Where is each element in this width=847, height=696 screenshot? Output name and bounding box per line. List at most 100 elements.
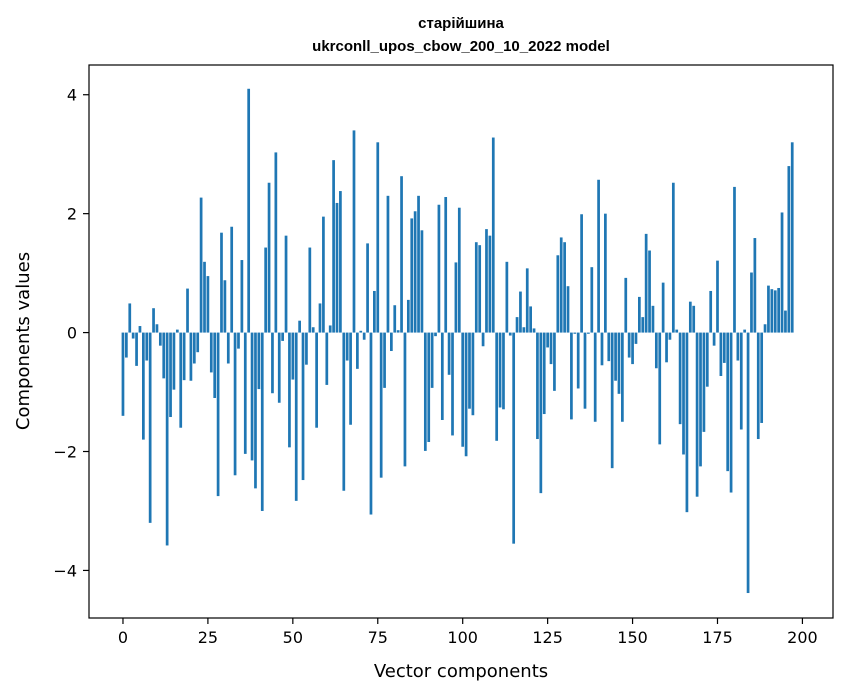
bar-176 (719, 332, 723, 376)
bar-190 (767, 285, 770, 333)
bar-123 (539, 332, 543, 494)
bar-96 (447, 332, 451, 375)
bar-69 (356, 332, 359, 369)
bar-55 (308, 247, 312, 333)
bar-160 (665, 332, 668, 363)
bar-13 (165, 332, 169, 546)
bar-111 (498, 332, 502, 408)
bar-71 (362, 332, 366, 340)
bar-116 (515, 317, 519, 333)
x-axis-label: Vector components (374, 661, 548, 682)
bar-170 (699, 332, 702, 467)
bar-133 (573, 332, 577, 334)
bar-194 (780, 212, 784, 333)
bar-145 (614, 332, 617, 381)
bar-79 (390, 332, 393, 352)
bar-56 (311, 327, 315, 333)
bar-121 (532, 328, 536, 333)
bar-28 (216, 332, 220, 497)
bar-14 (169, 332, 172, 418)
bar-49 (288, 332, 291, 448)
bar-120 (529, 306, 532, 333)
x-tick-label-175: 175 (702, 628, 733, 647)
bar-17 (179, 332, 183, 428)
bar-100 (461, 332, 465, 447)
bar-114 (508, 332, 512, 336)
bar-113 (505, 261, 509, 333)
bar-192 (773, 290, 777, 333)
bar-126 (549, 332, 553, 365)
bar-153 (641, 317, 645, 333)
bar-108 (488, 235, 492, 333)
bar-172 (705, 332, 709, 387)
bar-18 (182, 332, 186, 381)
bar-91 (430, 332, 434, 388)
bar-84 (406, 299, 410, 333)
bar-59 (322, 216, 325, 333)
bar-124 (542, 332, 546, 415)
bar-142 (604, 213, 607, 333)
bar-157 (654, 332, 658, 369)
bar-94 (440, 332, 444, 420)
bar-151 (634, 332, 638, 344)
bar-164 (678, 332, 682, 425)
bar-138 (590, 267, 594, 333)
bar-0 (121, 332, 125, 416)
bar-47 (281, 332, 284, 341)
bar-32 (230, 226, 234, 333)
bar-166 (685, 332, 689, 513)
x-tick-label-200: 200 (787, 628, 818, 647)
bar-87 (417, 195, 420, 333)
bar-131 (566, 286, 570, 333)
bar-74 (373, 290, 376, 333)
y-tick-label--2: −2 (53, 443, 77, 462)
x-tick-label-75: 75 (368, 628, 388, 647)
bar-75 (376, 142, 380, 333)
bar-31 (226, 332, 230, 364)
bar-155 (648, 250, 651, 333)
bar-61 (328, 325, 332, 333)
bar-9 (152, 308, 155, 333)
bar-65 (342, 332, 346, 491)
bar-57 (315, 332, 318, 428)
bar-112 (502, 332, 505, 410)
y-tick-label-0: 0 (67, 324, 77, 343)
bar-104 (474, 242, 478, 333)
bar-136 (583, 332, 587, 409)
bar-51 (294, 332, 298, 501)
bar-81 (396, 330, 400, 333)
bar-106 (481, 332, 485, 347)
bar-26 (209, 332, 213, 373)
bar-156 (651, 305, 655, 333)
bar-146 (617, 332, 621, 394)
bar-115 (512, 332, 516, 544)
bar-140 (597, 179, 600, 333)
bar-52 (298, 320, 301, 333)
bar-102 (468, 332, 471, 409)
bar-188 (760, 332, 764, 423)
chart-subtitle: ukrconll_upos_cbow_200_10_2022 model (312, 38, 610, 55)
bar-27 (213, 332, 217, 398)
bar-11 (158, 332, 162, 346)
y-tick-label-4: 4 (67, 86, 77, 105)
bar-43 (267, 182, 271, 333)
bar-40 (257, 332, 261, 390)
bar-70 (359, 330, 363, 333)
bar-105 (478, 245, 482, 333)
x-tick-label-100: 100 (447, 628, 478, 647)
x-tick-label-50: 50 (283, 628, 303, 647)
bar-117 (519, 291, 522, 333)
bar-193 (777, 287, 780, 333)
bar-189 (763, 324, 767, 333)
bar-171 (702, 332, 706, 432)
bar-141 (600, 332, 604, 366)
bar-167 (688, 301, 692, 333)
bar-165 (682, 332, 685, 455)
bar-154 (644, 233, 648, 333)
bar-25 (206, 276, 210, 333)
bar-144 (610, 332, 614, 469)
bar-168 (692, 305, 696, 333)
bar-132 (570, 332, 573, 420)
bar-33 (233, 332, 237, 476)
bar-48 (284, 235, 288, 333)
